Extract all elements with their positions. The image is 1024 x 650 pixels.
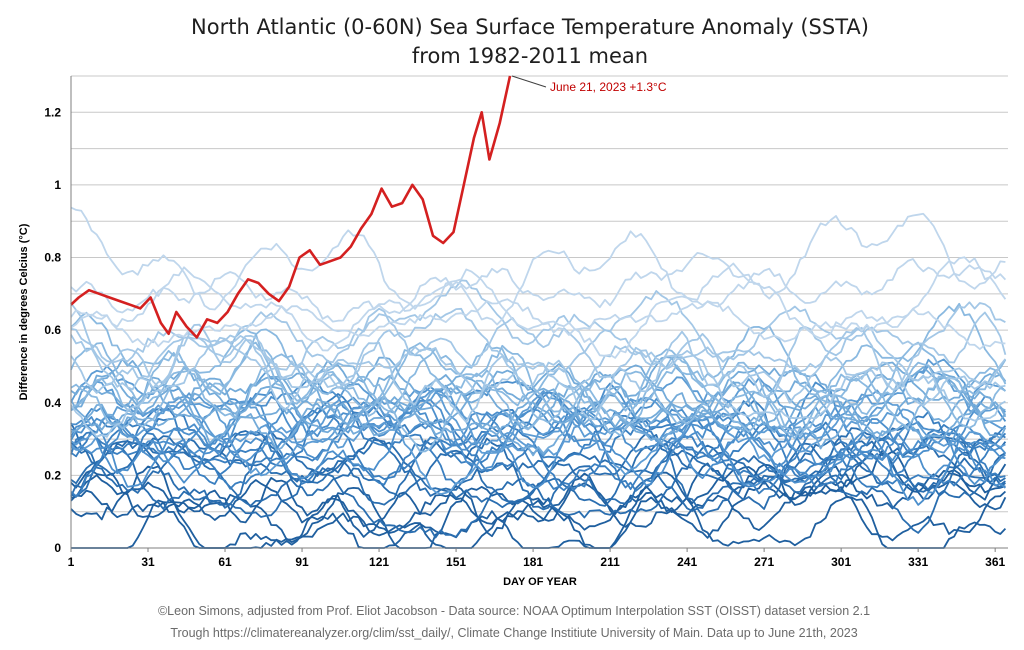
background-year-line xyxy=(70,393,1006,491)
background-year-line xyxy=(70,390,1006,468)
background-year-line xyxy=(70,388,1006,452)
x-tick-label: 151 xyxy=(446,555,466,569)
y-tick-label: 0.2 xyxy=(44,468,61,482)
background-year-line xyxy=(70,422,1006,507)
highlight-series-group xyxy=(70,75,512,339)
x-tick-label: 1 xyxy=(68,555,75,569)
background-year-line xyxy=(70,301,1006,395)
annotation-label: June 21, 2023 +1.3°C xyxy=(550,80,667,94)
x-tick-label: 181 xyxy=(523,555,543,569)
background-series-group xyxy=(70,206,1007,549)
credit-line-2: Trough https://climatereanalyzer.org/cli… xyxy=(170,626,857,640)
y-tick-label: 0.6 xyxy=(44,323,61,337)
y-axis-label: Difference in degrees Celcius (°C) xyxy=(18,223,30,400)
background-year-line xyxy=(70,381,1007,489)
chart-subtitle: from 1982-2011 mean xyxy=(412,44,648,68)
y-tick-label: 0.4 xyxy=(44,396,61,410)
x-tick-label: 121 xyxy=(369,555,389,569)
x-tick-label: 91 xyxy=(295,555,309,569)
background-year-line xyxy=(70,328,1006,437)
background-year-line xyxy=(70,466,1006,541)
background-year-line xyxy=(70,480,1007,549)
x-tick-label: 61 xyxy=(218,555,232,569)
x-tick-label: 331 xyxy=(908,555,928,569)
background-year-line xyxy=(70,356,1007,450)
background-year-line xyxy=(70,206,1006,326)
axes xyxy=(70,76,1008,549)
background-year-line xyxy=(70,307,1007,407)
y-tick-label: 1.2 xyxy=(44,105,61,119)
y-tick-label: 0.8 xyxy=(44,251,61,265)
background-year-line xyxy=(70,251,1007,323)
y-tick-label: 1 xyxy=(54,178,61,192)
background-year-line xyxy=(70,256,1007,359)
background-year-line xyxy=(70,328,1007,440)
background-year-line xyxy=(70,341,1007,433)
background-year-line xyxy=(70,423,1006,539)
annotation-group: June 21, 2023 +1.3°C xyxy=(511,75,667,94)
background-year-line xyxy=(70,430,1006,534)
x-tick-labels: 1 31 61 91 121 151 181 211 241 271 301 331 361 xyxy=(68,548,1005,569)
annotation-leader-line xyxy=(511,75,547,88)
gridlines xyxy=(71,75,1008,513)
background-year-line xyxy=(70,302,1007,453)
background-year-line xyxy=(70,382,1006,486)
x-axis-label: DAY OF YEAR xyxy=(503,576,577,588)
background-year-line xyxy=(70,298,1006,351)
background-year-line xyxy=(70,449,1007,538)
x-tick-label: 211 xyxy=(600,555,620,569)
background-year-line xyxy=(70,302,1007,424)
y-tick-label: 0 xyxy=(54,541,61,555)
x-tick-label: 361 xyxy=(985,555,1005,569)
y-tick-labels: 0 0.2 0.4 0.6 0.8 1 1.2 xyxy=(44,105,61,555)
background-year-line xyxy=(70,279,1006,391)
highlight-2023-line xyxy=(70,75,512,339)
x-tick-label: 301 xyxy=(831,555,851,569)
x-tick-label: 241 xyxy=(677,555,697,569)
x-tick-label: 271 xyxy=(754,555,774,569)
background-year-line xyxy=(70,364,1007,457)
x-tick-label: 31 xyxy=(141,555,155,569)
credit-line-1: ©Leon Simons, adjusted from Prof. Eliot … xyxy=(158,604,870,618)
chart-title: North Atlantic (0-60N) Sea Surface Tempe… xyxy=(191,15,869,39)
